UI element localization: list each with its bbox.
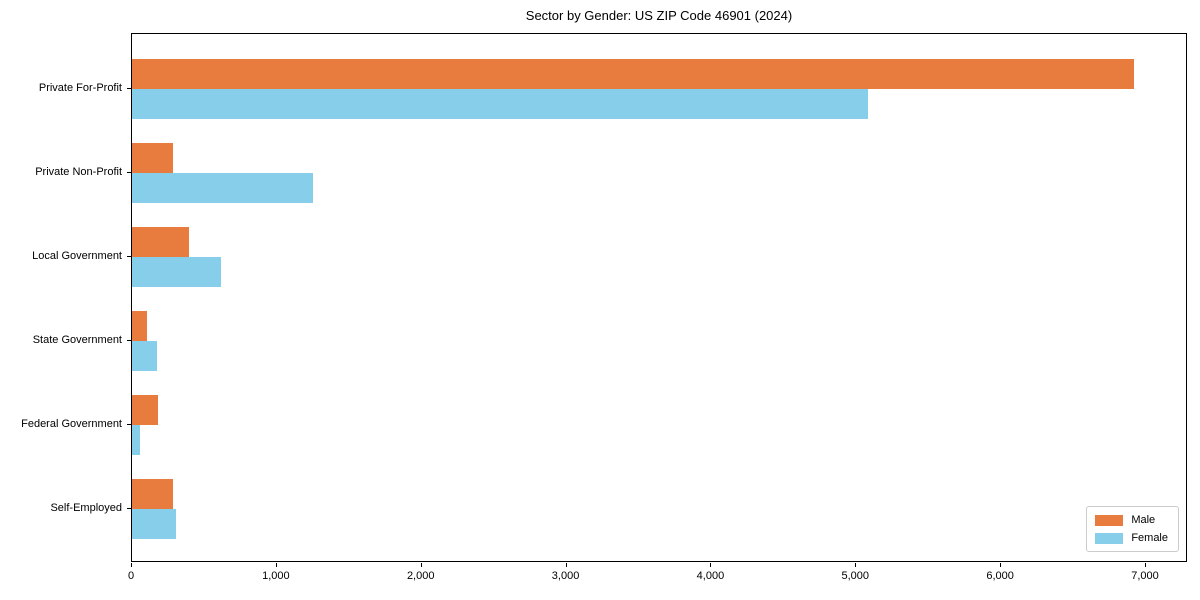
legend-entry-female: Female	[1095, 532, 1168, 544]
xtick-mark	[710, 563, 712, 567]
female-color-swatch	[1095, 532, 1124, 544]
xtick-mark	[275, 563, 277, 567]
bar-male-self-employed	[132, 479, 174, 509]
ytick-mark	[127, 424, 131, 425]
bar-male-private-non-profit	[132, 143, 174, 173]
xtick-mark	[1144, 563, 1146, 567]
xtick-mark	[855, 563, 857, 567]
legend-label-male: Male	[1131, 514, 1156, 526]
xtick-label-4-000: 4,000	[696, 570, 725, 582]
bars-layer	[132, 34, 1186, 561]
ytick-mark	[127, 256, 131, 257]
chart-title: Sector by Gender: US ZIP Code 46901 (202…	[525, 8, 793, 23]
xtick-mark	[420, 563, 422, 567]
xtick-mark	[1000, 563, 1002, 567]
xtick-label-1-000: 1,000	[262, 570, 290, 582]
ytick-label-state-government: State Government	[32, 334, 122, 346]
ytick-mark	[127, 172, 131, 173]
ytick-label-federal-government: Federal Government	[21, 418, 122, 430]
bar-female-state-government	[132, 341, 158, 371]
ytick-label-self-employed: Self-Employed	[50, 502, 122, 514]
xtick-label-6-000: 6,000	[986, 570, 1014, 582]
bar-female-private-for-profit	[132, 89, 868, 119]
xtick-label-0: 0	[127, 570, 135, 582]
ytick-mark	[127, 88, 131, 89]
xtick-label-2-000: 2,000	[406, 570, 435, 582]
bar-female-federal-government	[132, 425, 140, 455]
male-color-swatch	[1095, 514, 1124, 526]
bar-male-federal-government	[132, 395, 159, 425]
legend-entry-male: Male	[1095, 514, 1168, 526]
ytick-label-private-for-profit: Private For-Profit	[38, 82, 122, 94]
bar-male-private-for-profit	[132, 59, 1134, 89]
bar-male-local-government	[132, 227, 190, 257]
ytick-mark	[127, 340, 131, 341]
xtick-mark	[565, 563, 567, 567]
bar-female-self-employed	[132, 509, 177, 539]
legend-label-female: Female	[1131, 532, 1168, 544]
xtick-label-3-000: 3,000	[551, 570, 580, 582]
bar-female-local-government	[132, 257, 221, 287]
bar-female-private-non-profit	[132, 173, 314, 203]
ytick-label-private-non-profit: Private Non-Profit	[35, 166, 122, 178]
legend: Male Female	[1086, 506, 1179, 552]
xtick-label-7-000: 7,000	[1131, 570, 1159, 582]
bar-male-state-government	[132, 311, 148, 341]
ytick-label-local-government: Local Government	[32, 250, 122, 262]
xtick-mark	[131, 563, 132, 567]
ytick-mark	[127, 508, 131, 509]
plot-area: Male Female	[131, 33, 1187, 562]
xtick-label-5-000: 5,000	[841, 570, 870, 582]
